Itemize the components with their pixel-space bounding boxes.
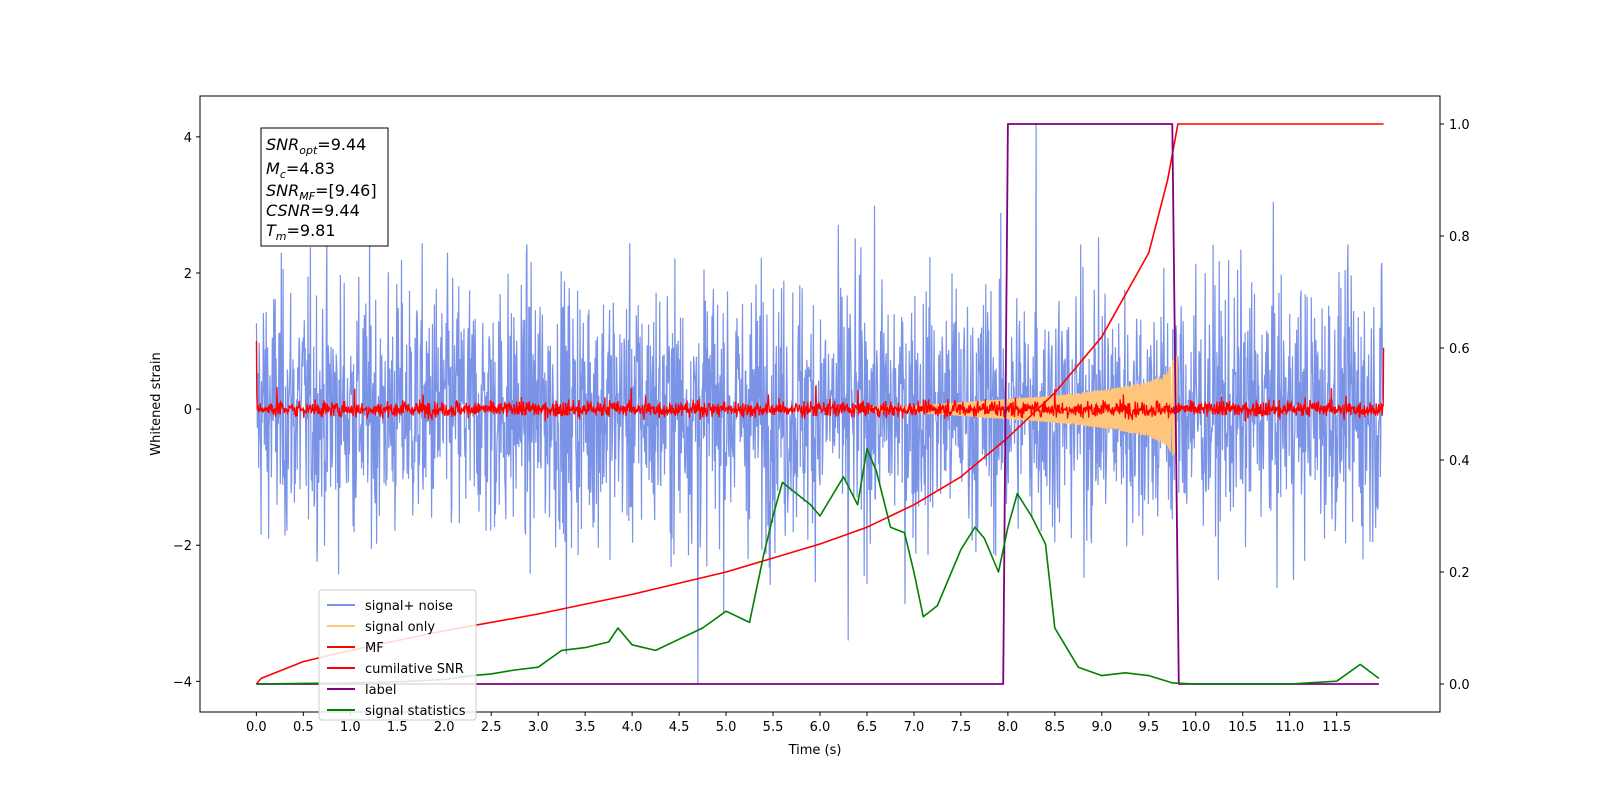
x-tick-label: 10.5 [1228,720,1257,735]
x-tick-label: 6.5 [857,720,878,735]
series-signal-statistics [256,448,1380,685]
x-tick-label: 10.0 [1181,720,1210,735]
info-box-frame [260,127,389,247]
y2-tick-label: 0.4 [1449,454,1470,469]
x-tick-label: 1.0 [340,720,361,735]
x-tick-label: 6.0 [810,720,831,735]
x-tick-label: 3.5 [575,720,596,735]
x-tick-label: 8.0 [998,720,1019,735]
x-tick-label: 3.0 [528,720,549,735]
info-chirp-mass: Mc=4.83 [266,159,335,181]
info-csnr: CSNR=9.44 [266,201,360,220]
y-tick-label: 0 [184,403,192,418]
legend: signal+ noise signal only MF cumilative SNR… [318,589,477,721]
x-tick-label: 1.5 [387,720,408,735]
y-tick-label: −4 [173,675,192,690]
info-tm: Tm=9.81 [266,221,336,243]
x-tick-label: 5.0 [716,720,737,735]
x-tick-label: 11.5 [1322,720,1351,735]
x-tick-label: 5.5 [763,720,784,735]
x-tick-label: 7.0 [904,720,925,735]
y-tick-label: 2 [184,267,192,282]
x-tick-label: 9.0 [1091,720,1112,735]
x-tick-label: 2.0 [434,720,455,735]
legend-label: signal statistics [365,704,466,719]
x-tick-label: 11.0 [1275,720,1304,735]
info-snr-mf: SNRMF=[9.46] [266,181,377,203]
x-tick-label: 8.5 [1045,720,1066,735]
legend-label: cumilative SNR [365,662,464,677]
x-tick-label: 2.5 [481,720,502,735]
x-tick-label: 0.5 [293,720,314,735]
axes: 0.0 0.5 1.0 1.5 2.0 2.5 3.0 3.5 4.0 4.5 5.0 5.5 6.0 6… [173,118,1470,735]
y2-tick-label: 1.0 [1449,118,1470,133]
info-box: SNRopt=9.44 Mc=4.83 SNRMF=[9.46] CSNR=9.… [260,127,389,247]
y-tick-label: −2 [173,539,192,554]
x-axis-label: Time (s) [788,743,842,758]
x-tick-label: 4.5 [669,720,690,735]
y2-tick-label: 0.2 [1449,566,1470,581]
x-tick-label: 0.0 [246,720,267,735]
legend-label: MF [365,641,384,656]
series-mf [255,340,1385,422]
y-axis-label: Whitened strain [149,352,164,455]
x-tick-label: 9.5 [1138,720,1159,735]
legend-label: label [365,683,396,698]
info-snr-opt: SNRopt=9.44 [266,135,366,157]
legend-label: signal+ noise [365,599,453,614]
y2-tick-label: 0.8 [1449,230,1470,245]
legend-frame [318,589,477,721]
y-tick-label: 4 [184,131,192,146]
x-tick-label: 7.5 [951,720,972,735]
y2-tick-label: 0.0 [1449,678,1470,693]
series-signal-noise [255,123,1385,685]
y2-tick-label: 0.6 [1449,342,1470,357]
x-tick-label: 4.0 [622,720,643,735]
legend-label: signal only [365,620,435,635]
